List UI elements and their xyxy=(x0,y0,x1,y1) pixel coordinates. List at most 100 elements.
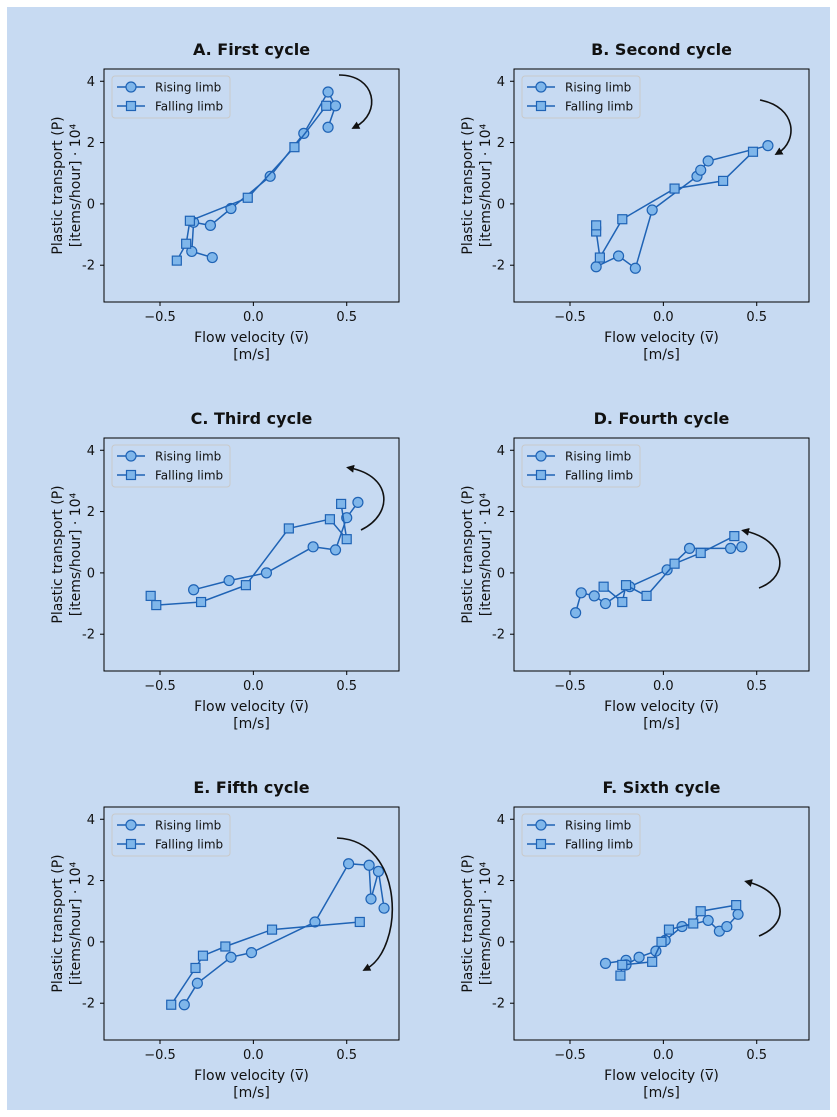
y-tick-label: 0 xyxy=(497,935,505,950)
data-point xyxy=(329,544,342,556)
data-point xyxy=(641,590,652,601)
y-axis-unit-label: [items/hour] · 10⁴ xyxy=(478,123,494,247)
x-axis-unit-label: [m/s] xyxy=(643,347,680,363)
data-point xyxy=(336,498,347,510)
y-tick-label: -2 xyxy=(82,628,95,643)
x-tick-label: 0.5 xyxy=(746,679,767,694)
data-point xyxy=(669,558,680,569)
chart-title: F. Sixth cycle xyxy=(603,778,721,797)
data-point xyxy=(729,531,740,542)
data-point xyxy=(372,865,385,877)
x-tick-label: 0.0 xyxy=(243,1048,264,1063)
data-point xyxy=(260,567,273,579)
data-point xyxy=(204,219,217,231)
x-tick-label: −0.5 xyxy=(554,679,586,694)
legend-marker xyxy=(535,81,547,93)
x-tick-label: −0.5 xyxy=(554,310,586,325)
chart-title: D. Fourth cycle xyxy=(594,409,730,428)
legend-marker xyxy=(535,819,547,831)
data-point xyxy=(633,951,645,963)
legend-label: Rising limb xyxy=(565,819,631,833)
y-tick-label: 0 xyxy=(497,566,505,581)
y-tick-label: -2 xyxy=(492,997,505,1012)
x-tick-label: 0.5 xyxy=(746,310,767,325)
data-point xyxy=(378,902,390,914)
legend-label: Rising limb xyxy=(155,81,221,95)
y-axis-label: Plastic transport (P) xyxy=(460,485,476,623)
data-point xyxy=(599,597,612,610)
data-point xyxy=(683,542,696,554)
data-point xyxy=(322,121,334,133)
data-point xyxy=(309,916,321,928)
chart-title: E. Fifth cycle xyxy=(193,778,309,797)
data-point xyxy=(646,204,658,216)
data-point xyxy=(588,590,600,602)
legend: Rising limb Falling limb xyxy=(521,813,641,857)
data-point xyxy=(762,140,774,152)
legend-label: Rising limb xyxy=(565,81,631,95)
y-tick-label: -2 xyxy=(492,259,505,274)
data-point xyxy=(724,542,737,554)
legend-marker xyxy=(535,838,547,850)
y-tick-label: 4 xyxy=(87,75,95,90)
legend: Rising limb Falling limb xyxy=(521,75,641,119)
x-tick-label: 0.5 xyxy=(336,310,357,325)
legend-label: Rising limb xyxy=(565,450,631,464)
data-point xyxy=(181,238,192,249)
data-point xyxy=(145,590,156,601)
counterclockwise-arrow xyxy=(741,527,781,589)
data-point xyxy=(695,547,706,559)
data-point xyxy=(188,584,200,596)
data-point xyxy=(570,607,582,619)
y-tick-label: 2 xyxy=(497,874,505,889)
legend-label: Falling limb xyxy=(565,100,633,114)
chart-title: B. Second cycle xyxy=(591,40,732,59)
data-point xyxy=(736,541,748,553)
x-axis-unit-label: [m/s] xyxy=(233,1085,270,1101)
x-axis-label: Flow velocity (v̅) xyxy=(604,699,719,715)
x-tick-label: 0.5 xyxy=(746,1048,767,1063)
figure: A. First cycle −0.5 0.0 0.5 -2 0 2 4 Flow veloci… xyxy=(7,7,830,1110)
legend-label: Rising limb xyxy=(155,450,221,464)
x-tick-label: −0.5 xyxy=(554,1048,586,1063)
x-axis-label: Flow velocity (v̅) xyxy=(604,330,719,346)
data-point xyxy=(598,581,609,592)
data-point xyxy=(166,999,177,1010)
y-axis-label: Plastic transport (P) xyxy=(460,854,476,992)
chart-panel: E. Fifth cycle −0.5 0.0 0.5 -2 0 2 4 Flow veloci… xyxy=(50,778,400,1101)
data-point xyxy=(365,893,377,905)
data-point xyxy=(617,959,628,970)
data-point xyxy=(342,858,355,870)
y-tick-label: 4 xyxy=(497,75,505,90)
series-rising xyxy=(188,496,364,596)
data-point xyxy=(731,900,742,911)
data-point xyxy=(747,146,759,157)
data-point xyxy=(225,951,237,963)
clockwise-arrow xyxy=(336,837,393,971)
data-point xyxy=(206,251,218,264)
counterclockwise-arrow xyxy=(744,879,781,937)
clockwise-arrow xyxy=(759,99,792,156)
x-tick-label: −0.5 xyxy=(144,310,176,325)
legend-marker xyxy=(125,469,137,481)
chart-title: C. Third cycle xyxy=(191,409,313,428)
data-point xyxy=(695,906,706,917)
series-line xyxy=(170,921,360,1006)
data-point xyxy=(151,599,162,611)
data-point xyxy=(178,999,190,1011)
legend-label: Falling limb xyxy=(565,838,633,852)
y-tick-label: 4 xyxy=(87,813,95,828)
chart-panel: D. Fourth cycle −0.5 0.0 0.5 -2 0 2 4 Flow veloc… xyxy=(460,409,810,732)
x-tick-label: 0.0 xyxy=(653,1048,674,1063)
data-point xyxy=(171,255,182,266)
y-tick-label: 0 xyxy=(87,935,95,950)
legend-label: Rising limb xyxy=(155,819,221,833)
data-point xyxy=(695,164,707,176)
y-tick-label: -2 xyxy=(82,997,95,1012)
y-tick-label: 4 xyxy=(497,813,505,828)
x-tick-label: 0.0 xyxy=(243,679,264,694)
data-point xyxy=(620,580,632,591)
y-tick-label: 0 xyxy=(497,197,505,212)
data-point xyxy=(647,956,658,967)
series-falling xyxy=(171,100,332,266)
